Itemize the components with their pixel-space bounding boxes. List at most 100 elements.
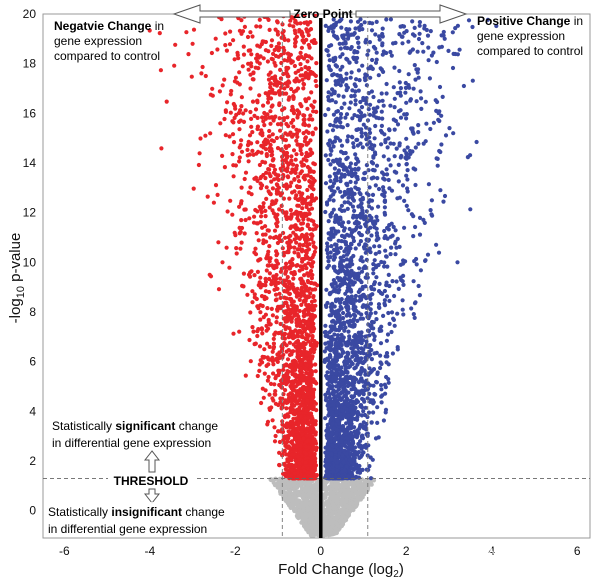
point-ns <box>291 494 296 500</box>
point-down <box>250 34 255 39</box>
point-ns <box>305 484 310 489</box>
point-down <box>312 298 317 303</box>
point-down <box>263 147 269 152</box>
point-down <box>303 99 309 104</box>
point-down <box>249 269 254 274</box>
point-down <box>310 333 315 339</box>
point-down <box>286 414 291 419</box>
point-down <box>255 333 260 339</box>
point-down <box>288 208 293 213</box>
point-up <box>325 251 330 256</box>
point-ns <box>341 518 347 523</box>
point-down <box>248 109 253 115</box>
point-down <box>241 111 246 116</box>
point-down <box>294 138 299 143</box>
point-ns <box>326 521 331 526</box>
point-up <box>400 41 405 46</box>
point-up <box>389 310 395 315</box>
point-down <box>255 115 260 120</box>
point-down <box>272 287 277 292</box>
point-ns <box>327 484 332 490</box>
point-down <box>259 150 264 155</box>
point-down <box>307 326 312 331</box>
point-down <box>250 148 255 153</box>
point-down <box>295 134 300 139</box>
point-down <box>286 335 291 340</box>
point-down <box>242 24 247 29</box>
point-up <box>384 338 389 343</box>
point-down <box>298 62 303 67</box>
point-down <box>259 210 264 215</box>
point-down <box>249 116 254 121</box>
point-down <box>299 331 304 336</box>
point-down <box>270 186 275 191</box>
point-down <box>297 268 302 273</box>
point-down <box>263 388 268 393</box>
point-down <box>159 146 164 151</box>
point-ns <box>357 479 363 484</box>
point-down <box>248 185 253 190</box>
point-up <box>411 279 416 284</box>
point-down <box>267 244 272 249</box>
point-ns <box>325 526 330 531</box>
point-down <box>267 344 272 349</box>
point-down <box>297 297 302 302</box>
point-ns <box>314 531 319 536</box>
point-down <box>298 291 303 296</box>
point-down <box>298 102 303 107</box>
point-down <box>310 132 315 137</box>
point-down <box>275 352 280 357</box>
point-down <box>302 273 307 278</box>
point-down <box>294 152 299 157</box>
point-down <box>264 268 269 273</box>
point-ns <box>326 502 331 508</box>
point-down <box>285 310 290 316</box>
point-down <box>301 394 306 399</box>
point-ns <box>340 522 346 527</box>
point-down <box>301 403 306 408</box>
point-down <box>245 147 250 152</box>
point-down <box>301 122 306 127</box>
point-ns <box>350 492 356 497</box>
point-down <box>294 184 300 189</box>
point-up <box>442 193 448 199</box>
point-down <box>258 24 263 29</box>
point-down <box>297 457 302 462</box>
point-down <box>308 367 313 372</box>
point-down <box>257 17 262 22</box>
point-down <box>278 238 283 243</box>
point-down <box>287 266 293 271</box>
point-down <box>291 416 296 421</box>
point-up <box>404 116 409 121</box>
point-down <box>248 86 253 91</box>
point-down <box>229 88 234 94</box>
point-down <box>232 115 237 120</box>
point-ns <box>348 501 353 506</box>
point-down <box>301 86 306 91</box>
point-down <box>246 190 251 195</box>
point-up <box>364 257 369 262</box>
point-down <box>306 123 311 128</box>
point-down <box>310 426 316 431</box>
point-down <box>256 66 261 71</box>
point-down <box>256 238 261 243</box>
point-down <box>305 385 310 390</box>
point-ns <box>303 503 309 508</box>
point-down <box>232 79 237 84</box>
point-down <box>309 448 314 453</box>
point-down <box>237 70 242 75</box>
point-down <box>296 174 301 179</box>
point-down <box>291 276 296 281</box>
point-down <box>312 338 317 344</box>
point-down <box>191 27 197 32</box>
point-down <box>304 232 309 237</box>
point-ns <box>302 517 307 523</box>
point-down <box>191 186 196 191</box>
point-down <box>277 450 282 455</box>
point-down <box>298 362 303 367</box>
point-down <box>286 244 291 249</box>
point-down <box>239 199 244 204</box>
point-down <box>265 378 270 383</box>
point-down <box>261 103 266 108</box>
point-down <box>306 33 311 38</box>
